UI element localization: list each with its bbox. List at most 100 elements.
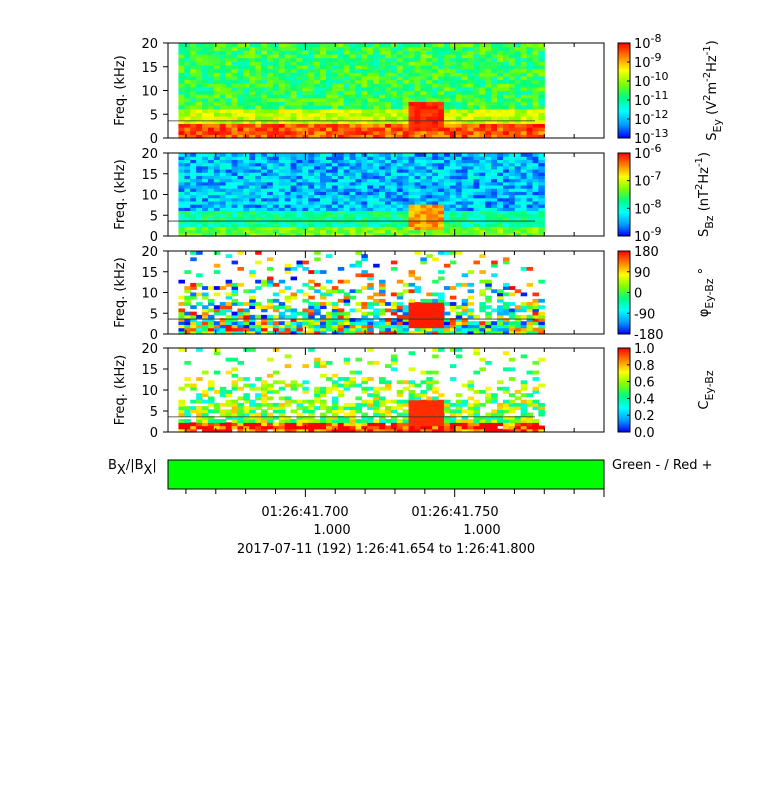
heatmap-cell <box>538 357 545 362</box>
heatmap-cell <box>455 330 463 335</box>
heatmap-cell <box>384 97 392 103</box>
heatmap-cell <box>408 302 416 306</box>
heatmap-cell <box>396 305 404 310</box>
heatmap-cell <box>219 229 227 234</box>
heatmap-cell <box>414 419 421 423</box>
heatmap-cell <box>207 165 215 170</box>
heatmap-cell <box>414 251 421 255</box>
heatmap-cell <box>213 134 221 139</box>
heatmap-cell <box>196 330 203 335</box>
heatmap-cell <box>414 197 421 202</box>
heatmap-cell <box>196 393 203 398</box>
heatmap-cell <box>367 97 374 103</box>
heatmap-cell <box>390 184 398 189</box>
heatmap-cell <box>485 295 492 300</box>
heatmap-cell <box>178 119 185 124</box>
heatmap-cell <box>284 127 292 132</box>
heatmap-cell <box>178 79 185 84</box>
heatmap-cell <box>349 181 357 186</box>
heatmap-cell <box>284 184 292 189</box>
heatmap-cell <box>390 226 398 231</box>
heatmap-cell <box>290 321 298 326</box>
heatmap-cell <box>432 46 439 51</box>
heatmap-cell <box>207 409 215 414</box>
heatmap-cell <box>349 119 357 124</box>
heatmap-cell <box>213 207 221 212</box>
colorbar-segment <box>618 327 630 331</box>
heatmap-cell <box>479 108 486 114</box>
heatmap-cell <box>526 97 534 103</box>
heatmap-cell <box>473 181 480 186</box>
heatmap-cell <box>278 165 286 170</box>
heatmap-cell <box>261 101 268 106</box>
heatmap-cell <box>396 134 404 139</box>
heatmap-cell <box>314 305 321 310</box>
heatmap-cell <box>420 311 427 316</box>
heatmap-cell <box>343 178 351 183</box>
heatmap-cell <box>467 380 475 385</box>
heatmap-cell <box>508 130 516 135</box>
heatmap-cell <box>278 321 286 326</box>
heatmap-cell <box>467 105 475 110</box>
heatmap-cell <box>355 168 362 173</box>
heatmap-cell <box>308 175 315 180</box>
heatmap-cell <box>438 46 445 51</box>
heatmap-cell <box>390 419 398 423</box>
heatmap-cell <box>502 127 510 132</box>
heatmap-cell <box>461 61 469 66</box>
heatmap-cell <box>308 53 315 59</box>
heatmap-cell <box>449 101 457 106</box>
heatmap-cell <box>396 318 404 322</box>
heatmap-cell <box>284 181 292 186</box>
heatmap-cell <box>261 83 268 88</box>
heatmap-cell <box>508 72 516 77</box>
heatmap-cell <box>473 216 480 221</box>
heatmap-cell <box>420 90 427 95</box>
heatmap-cell <box>337 127 345 132</box>
colorbar-tick-label: 10-11 <box>634 89 669 109</box>
heatmap-cell <box>255 83 262 88</box>
heatmap-cell <box>461 162 469 167</box>
heatmap-cell <box>184 72 191 77</box>
heatmap-cell <box>473 175 480 180</box>
heatmap-cell <box>249 330 256 335</box>
heatmap-cell <box>231 112 239 117</box>
heatmap-cell <box>520 165 528 170</box>
heatmap-cell <box>343 406 351 410</box>
heatmap-cell <box>355 406 362 410</box>
heatmap-cell <box>349 197 357 202</box>
heatmap-cell <box>538 188 545 192</box>
heatmap-cell <box>432 330 439 335</box>
heatmap-cell <box>266 415 274 420</box>
heatmap-cell <box>479 321 486 326</box>
heatmap-cell <box>231 168 239 173</box>
heatmap-cell <box>396 399 404 404</box>
heatmap-cell <box>296 97 303 103</box>
heatmap-cell <box>266 406 274 410</box>
heatmap-cell <box>438 207 445 212</box>
heatmap-cell <box>284 324 292 329</box>
heatmap-cell <box>373 61 380 66</box>
heatmap-cell <box>178 402 185 407</box>
heatmap-cell <box>367 360 374 365</box>
heatmap-cell <box>355 302 362 306</box>
heatmap-cell <box>355 79 362 84</box>
heatmap-cell <box>449 123 457 128</box>
heatmap-cell <box>219 210 227 215</box>
heatmap-cell <box>308 64 315 70</box>
heatmap-cell <box>508 367 516 372</box>
heatmap-cell <box>231 130 239 135</box>
heatmap-cell <box>402 229 410 234</box>
heatmap-cell <box>502 108 510 114</box>
heatmap-cell <box>331 127 339 132</box>
heatmap-cell <box>438 175 445 180</box>
heatmap-cell <box>266 422 274 427</box>
heatmap-cell <box>361 419 368 423</box>
heatmap-cell <box>402 226 410 231</box>
heatmap-cell <box>331 94 339 99</box>
heatmap-cell <box>255 302 262 306</box>
heatmap-cell <box>231 204 239 208</box>
heatmap-cell <box>320 232 327 237</box>
heatmap-cell <box>237 194 244 199</box>
heatmap-cell <box>508 314 516 319</box>
